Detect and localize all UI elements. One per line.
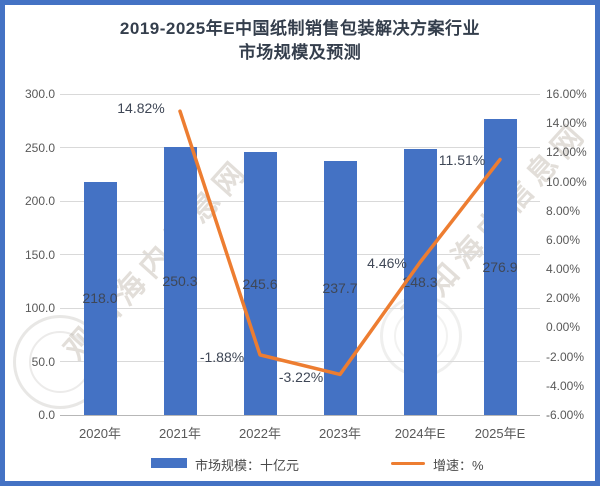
y-axis-right-tick: 10.00% bbox=[546, 174, 587, 189]
bar-value-label: 248.3 bbox=[402, 274, 438, 291]
gridline bbox=[60, 361, 540, 362]
y-axis-right-tick: -4.00% bbox=[546, 378, 585, 393]
y-axis-right-tick: 4.00% bbox=[546, 262, 581, 277]
x-axis-tick: 2022年 bbox=[239, 426, 281, 441]
y-axis-right-tick: -6.00% bbox=[546, 408, 585, 422]
gridline bbox=[60, 147, 540, 148]
bar-value-label: 276.9 bbox=[482, 258, 518, 275]
gridline bbox=[60, 254, 540, 255]
bar-value-label: 237.7 bbox=[322, 279, 358, 296]
legend: 市场规模：十亿元 增速：% bbox=[5, 453, 600, 475]
y-axis-left-tick: 0.0 bbox=[38, 408, 55, 422]
chart-title-line1: 2019-2025年E中国纸制销售包装解决方案行业 bbox=[119, 19, 481, 38]
bar-2020年 bbox=[83, 181, 117, 415]
y-axis-left-tick: 100.0 bbox=[24, 301, 55, 315]
growth-value-label: 14.82% bbox=[117, 100, 165, 117]
y-axis-left-tick: 50.0 bbox=[31, 354, 55, 369]
chart-title: 2019-2025年E中国纸制销售包装解决方案行业 市场规模及预测 bbox=[5, 17, 595, 65]
gridline bbox=[60, 307, 540, 309]
bar-value-label: 218.0 bbox=[82, 290, 118, 307]
y-axis-right-tick: 8.00% bbox=[546, 203, 581, 218]
legend-market-swatch bbox=[151, 458, 187, 468]
y-axis-left-tick: 300.0 bbox=[24, 87, 55, 101]
legend-market-label: 市场规模：十亿元 bbox=[195, 458, 300, 473]
x-axis-tick: 2021年 bbox=[159, 426, 201, 441]
gridline bbox=[60, 200, 540, 202]
y-axis-right-tick: 0.00% bbox=[546, 320, 581, 335]
x-axis-tick: 2024年E bbox=[394, 426, 446, 441]
chart-title-line2: 市场规模及预测 bbox=[238, 43, 362, 62]
x-axis-tick: 2025年E bbox=[474, 426, 526, 441]
growth-value-label: -3.22% bbox=[278, 369, 324, 386]
growth-value-label: 11.51% bbox=[438, 151, 486, 168]
gridline bbox=[60, 93, 540, 95]
y-axis-left-tick: 150.0 bbox=[24, 247, 55, 262]
y-axis-right-tick: 16.00% bbox=[546, 87, 587, 101]
bar-value-label: 245.6 bbox=[242, 275, 278, 292]
y-axis-right-tick: -2.00% bbox=[546, 349, 585, 364]
y-axis-left-tick: 250.0 bbox=[24, 140, 55, 155]
x-axis-tick: 2020年 bbox=[79, 426, 121, 441]
y-axis-right-tick: 14.00% bbox=[546, 116, 587, 131]
x-axis-tick: 2023年 bbox=[319, 426, 361, 441]
bar-value-label: 250.3 bbox=[162, 273, 198, 290]
plot-area: 300.0 250.0 200.0 150.0 100.0 50.0 0.0 16.00% 14… bbox=[5, 5, 600, 491]
legend-growth-line-swatch bbox=[391, 462, 425, 465]
y-axis-left-tick: 200.0 bbox=[24, 194, 55, 208]
legend-growth-label: 增速：% bbox=[433, 458, 484, 473]
y-axis-right-tick: 6.00% bbox=[546, 232, 581, 247]
growth-value-label: -1.88% bbox=[199, 348, 245, 365]
gridline bbox=[60, 414, 540, 416]
growth-value-label: 4.46% bbox=[367, 255, 407, 272]
y-axis-right-tick: 2.00% bbox=[546, 291, 581, 306]
y-axis-right-tick: 12.00% bbox=[546, 145, 587, 160]
